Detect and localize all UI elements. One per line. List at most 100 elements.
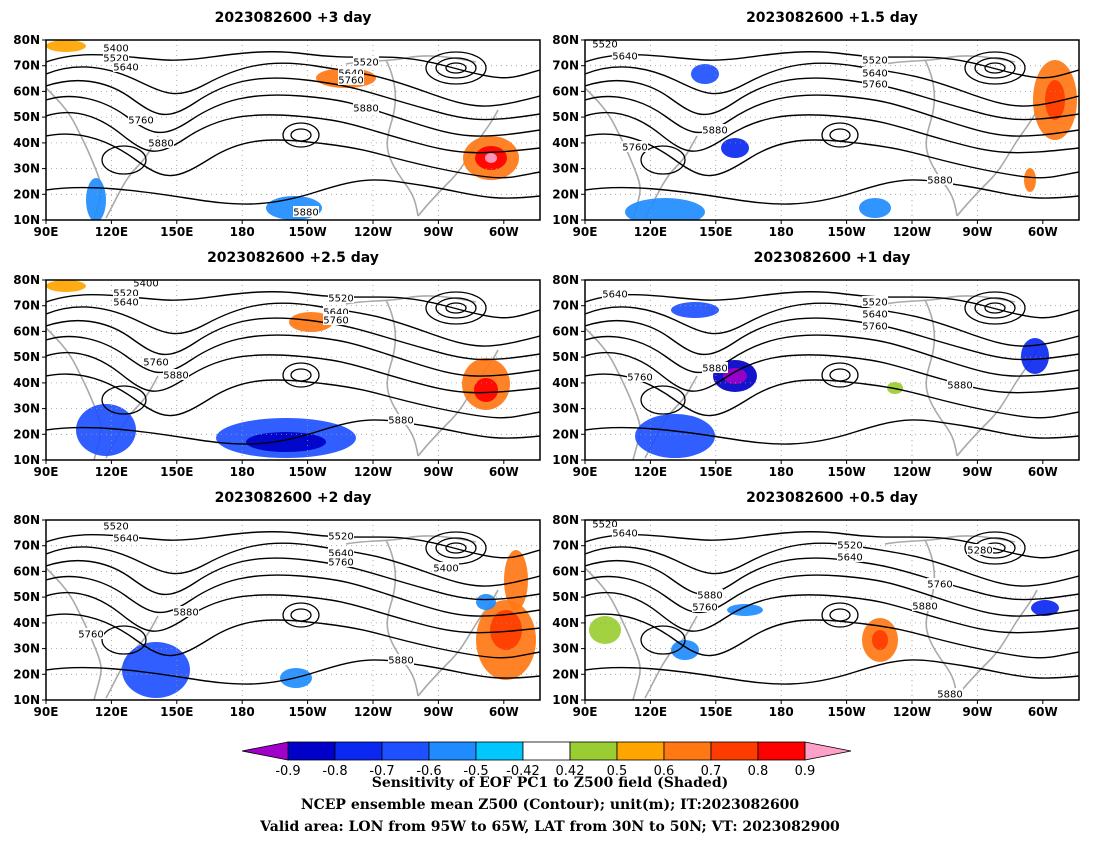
lat-tick-label: 30N <box>13 402 40 416</box>
lat-tick-label: 60N <box>13 324 40 338</box>
lon-tick-label: 90W <box>962 705 992 719</box>
contour-label: 5880 <box>947 381 972 392</box>
z500-closed-contour <box>640 385 686 415</box>
lon-tick-label: 90E <box>573 225 598 239</box>
lat-tick-label: 40N <box>13 616 40 630</box>
contour-label-bg <box>612 527 638 538</box>
lon-tick-label: 120W <box>893 225 931 239</box>
contour-label-bg <box>133 280 159 288</box>
lon-tick-label: 180 <box>230 705 255 719</box>
z500-closed-contour <box>445 62 467 74</box>
contour-label: 5760 <box>862 322 887 333</box>
colorbar-label: 0.7 <box>701 764 722 779</box>
lon-tick-label: 90W <box>962 225 992 239</box>
contour-label: 5640 <box>113 298 138 309</box>
z500-contour <box>46 94 540 137</box>
contour-label-bg <box>113 532 139 543</box>
sensitivity-shading <box>476 594 496 610</box>
lon-tick-label: 180 <box>769 465 794 479</box>
lon-tick-label: 120E <box>95 225 128 239</box>
sensitivity-shading <box>691 64 719 84</box>
lon-tick-label: 150E <box>699 225 732 239</box>
colorbar-label: -0.7 <box>369 764 394 779</box>
colorbar: -0.9 -0.8 -0.7 -0.6 -0.5 -0.42 0.42 0.5 0.6 0.7 0.… <box>241 741 852 779</box>
contour-label-bg <box>113 296 139 307</box>
map-frame <box>584 519 1080 701</box>
lat-tick-label: 40N <box>552 376 579 390</box>
contour-label-bg <box>912 600 938 611</box>
sensitivity-shading <box>721 138 749 158</box>
contour-label-bg <box>173 606 199 617</box>
z500-contour <box>585 613 1079 659</box>
lat-tick-label: 50N <box>13 350 40 364</box>
contour-label: 5520 <box>328 532 353 543</box>
contour-label-bg <box>143 356 169 367</box>
contour-label: 5760 <box>328 558 353 569</box>
z500-contour <box>585 62 1079 107</box>
z500-closed-contour <box>425 51 487 85</box>
contour-label-bg <box>592 40 618 49</box>
z500-closed-contour <box>964 51 1026 85</box>
sensitivity-shading <box>246 432 326 452</box>
contour-label: 5880 <box>388 656 413 667</box>
contour-label: 5400 <box>133 279 158 290</box>
z500-contour <box>46 334 540 377</box>
lon-tick-label: 150W <box>288 225 326 239</box>
contour-label-bg <box>293 206 319 217</box>
panel-title: 2023082600 +1.5 day <box>746 10 918 26</box>
contour-label: 5880 <box>702 126 727 137</box>
contour-label: 5880 <box>388 416 413 427</box>
lon-tick-label: 60W <box>489 225 519 239</box>
colorbar-label: -0.5 <box>463 764 488 779</box>
sensitivity-shading <box>872 630 888 650</box>
lon-tick-label: 120W <box>893 705 931 719</box>
lat-tick-label: 10N <box>13 213 40 227</box>
lat-tick-label: 60N <box>13 564 40 578</box>
lon-tick-label: 120W <box>354 225 392 239</box>
z500-closed-contour <box>445 302 467 314</box>
colorbar-box <box>569 741 618 761</box>
lat-tick-label: 70N <box>552 299 579 313</box>
coastline <box>924 539 958 697</box>
lon-tick-label: 90W <box>962 465 992 479</box>
sensitivity-shading <box>76 404 136 456</box>
colorbar-label: 0.42 <box>556 764 585 779</box>
lon-tick-label: 120E <box>634 705 667 719</box>
z500-closed-contour <box>435 57 477 79</box>
map-area: 5400552056405520564057605760588058805880 <box>46 40 540 220</box>
z500-closed-contour <box>829 608 851 622</box>
colorbar-box <box>522 741 571 761</box>
contour-label-bg <box>338 67 364 78</box>
sensitivity-shading <box>46 40 86 52</box>
z500-contour <box>46 62 540 107</box>
contour-label-bg <box>113 61 139 72</box>
z500-closed-contour <box>974 57 1016 79</box>
lat-tick-label: 20N <box>552 667 579 681</box>
z500-closed-contour <box>290 128 312 142</box>
colorbar-box <box>381 741 430 761</box>
contour-label-bg <box>148 137 174 148</box>
colorbar-label: -0.9 <box>275 764 300 779</box>
z500-contour <box>585 334 1079 377</box>
z500-contour <box>585 94 1079 137</box>
contour-label: 5640 <box>602 290 627 301</box>
contour-label: 5880 <box>702 364 727 375</box>
lat-tick-label: 30N <box>13 162 40 176</box>
z500-closed-contour <box>101 625 147 655</box>
contour-label: 5880 <box>293 208 318 219</box>
sensitivity-shading <box>504 550 528 610</box>
colorbar-box <box>663 741 712 761</box>
colorbar-box <box>334 741 383 761</box>
z500-closed-contour <box>640 625 686 655</box>
lat-tick-label: 70N <box>13 299 40 313</box>
z500-closed-contour <box>282 122 320 148</box>
contour-label: 5640 <box>113 63 138 74</box>
z500-closed-contour <box>101 385 147 415</box>
contour-label-bg <box>862 320 888 331</box>
lon-tick-label: 150W <box>288 705 326 719</box>
